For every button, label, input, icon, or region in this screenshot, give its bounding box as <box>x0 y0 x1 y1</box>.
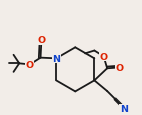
Text: O: O <box>26 60 34 69</box>
Text: O: O <box>116 63 124 72</box>
Text: N: N <box>52 54 60 63</box>
Text: N: N <box>120 104 128 113</box>
Text: O: O <box>37 36 45 45</box>
Text: O: O <box>100 52 108 61</box>
